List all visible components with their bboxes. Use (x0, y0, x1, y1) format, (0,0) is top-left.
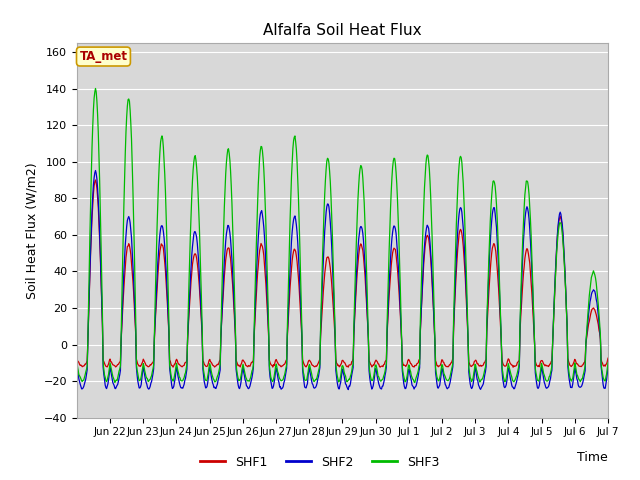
SHF3 (411, 380, 419, 385)
SHF1 (260, 252, 268, 258)
Line: SHF1: SHF1 (77, 180, 608, 367)
Text: TA_met: TA_met (79, 50, 127, 63)
Title: Alfalfa Soil Heat Flux: Alfalfa Soil Heat Flux (263, 23, 422, 38)
Line: SHF2: SHF2 (77, 170, 608, 390)
Line: SHF3: SHF3 (77, 88, 608, 383)
SHF1 (398, 338, 406, 344)
SHF2 (136, 385, 143, 391)
SHF1 (280, 361, 288, 367)
Text: Time: Time (577, 451, 608, 464)
SHF1 (234, 361, 241, 367)
SHF3 (234, 372, 241, 378)
SHF2 (73, 364, 81, 370)
SHF1 (73, 356, 81, 362)
SHF2 (604, 364, 612, 370)
SHF2 (344, 387, 352, 393)
SHF2 (399, 368, 406, 374)
SHF3 (604, 360, 612, 366)
Y-axis label: Soil Heat Flux (W/m2): Soil Heat Flux (W/m2) (25, 162, 38, 299)
SHF2 (280, 380, 288, 385)
SHF2 (260, 224, 268, 230)
SHF3 (428, 234, 436, 240)
SHF3 (280, 374, 288, 380)
SHF1 (604, 355, 612, 361)
SHF3 (136, 377, 143, 383)
SHF1 (136, 363, 143, 369)
SHF3 (260, 166, 268, 172)
SHF1 (428, 267, 435, 273)
SHF3 (92, 85, 99, 91)
SHF2 (234, 378, 241, 384)
SHF3 (73, 360, 81, 365)
SHF2 (428, 274, 436, 280)
SHF3 (398, 334, 406, 339)
SHF1 (92, 177, 99, 183)
SHF1 (509, 364, 517, 370)
SHF2 (92, 168, 99, 173)
Legend: SHF1, SHF2, SHF3: SHF1, SHF2, SHF3 (195, 451, 445, 474)
